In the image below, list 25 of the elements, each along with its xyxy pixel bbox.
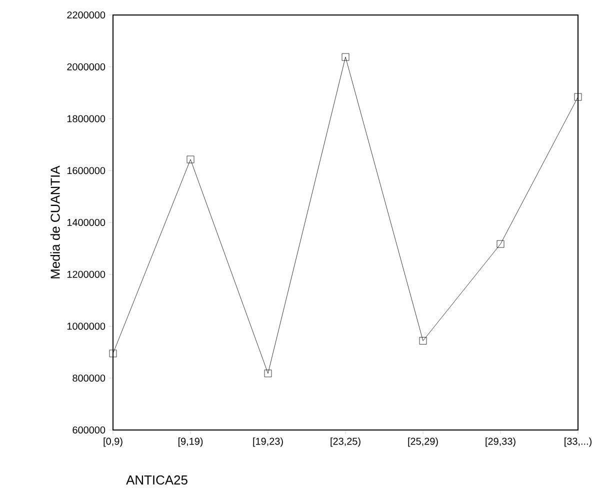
y-tick-label: 600000 [72, 426, 106, 434]
y-tick-label: 1400000 [67, 218, 106, 226]
point [574, 93, 582, 101]
point [496, 240, 504, 248]
x-tick-label: [0,9) [104, 438, 122, 447]
point [342, 53, 350, 61]
y-tick-label: 2200000 [67, 11, 106, 19]
point [109, 350, 117, 358]
x-tick-label: [25,29) [408, 438, 438, 447]
x-tick-label: [9,19) [178, 438, 203, 447]
x-tick-label: [23,25) [330, 438, 360, 447]
x-axis-title: ANTICA25 [126, 475, 188, 485]
point [186, 156, 194, 164]
x-tick-label: [33,...) [564, 438, 592, 447]
y-tick-label: 800000 [72, 374, 106, 382]
point [419, 337, 427, 344]
y-tick-label: 1600000 [67, 167, 106, 174]
y-tick-label: 1000000 [67, 322, 106, 330]
x-tick-label: [19,23) [253, 438, 283, 447]
point [264, 370, 272, 378]
x-tick-label: [29,33) [486, 438, 516, 447]
y-axis-title: Media de CUANTIA [50, 166, 60, 278]
y-tick-label: 1800000 [67, 115, 106, 122]
y-tick-label: 2000000 [67, 63, 106, 70]
y-tick-label: 1200000 [67, 270, 106, 278]
